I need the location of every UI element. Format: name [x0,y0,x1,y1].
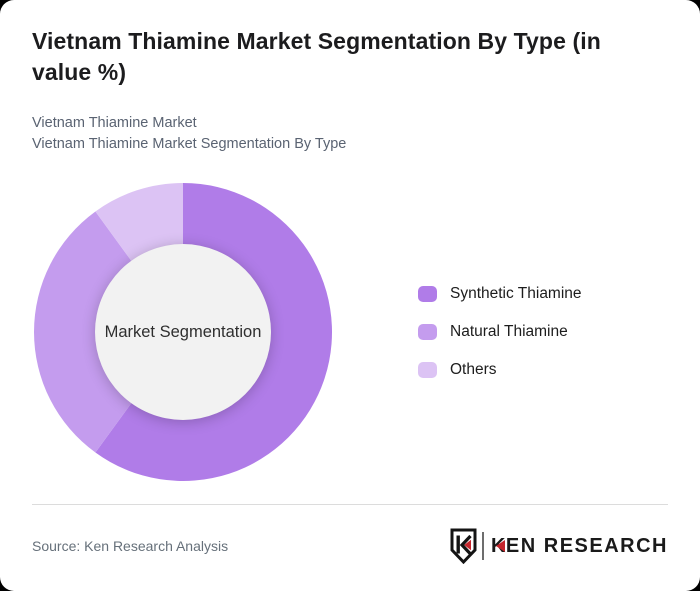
wordmark-red-triangle-icon [495,540,505,552]
legend-label: Others [450,361,497,378]
chart-legend: Synthetic Thiamine Natural Thiamine Othe… [418,285,582,400]
ken-research-shield-icon [450,528,477,564]
legend-label: Natural Thiamine [450,323,568,340]
logo-wordmark: K EN RESEARCH [491,535,668,558]
footer-divider [32,504,668,505]
donut-chart: Market Segmentation [34,183,332,481]
wordmark-rest: EN RESEARCH [505,534,668,557]
subtitle-line-1: Vietnam Thiamine Market [32,115,197,131]
source-text: Source: Ken Research Analysis [32,538,229,554]
legend-item-others: Others [418,361,582,378]
legend-item-natural-thiamine: Natural Thiamine [418,323,582,340]
chart-subtitle: Vietnam Thiamine Market Vietnam Thiamine… [32,113,346,155]
ken-research-logo: K EN RESEARCH [450,528,668,564]
legend-label: Synthetic Thiamine [450,285,582,302]
legend-swatch-icon [418,286,437,302]
subtitle-line-2: Vietnam Thiamine Market Segmentation By … [32,136,347,152]
donut-center-label: Market Segmentation [104,322,262,341]
legend-item-synthetic-thiamine: Synthetic Thiamine [418,285,582,302]
legend-swatch-icon [418,324,437,340]
legend-swatch-icon [418,362,437,378]
page-title: Vietnam Thiamine Market Segmentation By … [32,28,601,85]
donut-center-hole: Market Segmentation [95,244,271,420]
footer: Source: Ken Research Analysis K EN RESEA… [32,524,668,568]
logo-separator [481,532,484,560]
